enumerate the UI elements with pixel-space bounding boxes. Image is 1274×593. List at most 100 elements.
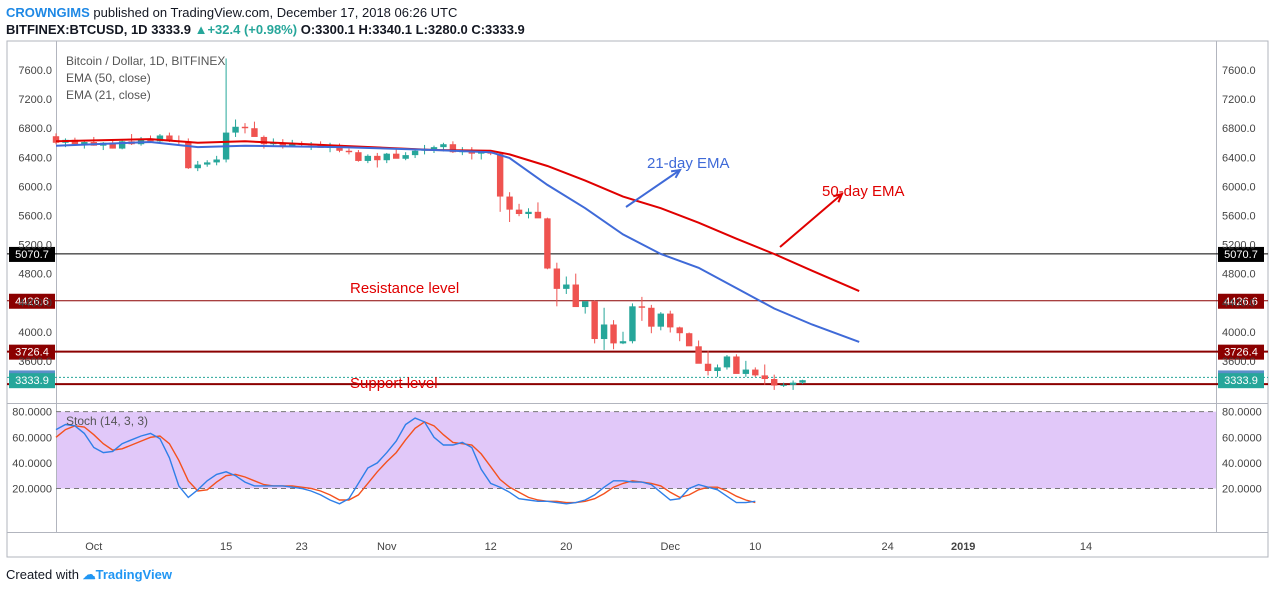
ema50-line	[55, 138, 860, 293]
candle-body	[166, 135, 173, 141]
candle-body	[648, 307, 655, 327]
price-tick-label-left: 6400.0	[18, 152, 52, 164]
candle-body	[355, 152, 362, 161]
candle-body	[610, 324, 617, 344]
candle-body	[185, 141, 192, 169]
time-tick-label: 10	[749, 541, 761, 553]
chart-header: CROWNGIMS published on TradingView.com, …	[6, 4, 1268, 40]
stoch-tick-label-right: 20.0000	[1222, 483, 1262, 495]
legend-stoch: Stoch (14, 3, 3)	[66, 414, 148, 428]
candle-body	[440, 144, 447, 148]
candle-body	[345, 150, 353, 153]
legend-ema50: EMA (50, close)	[66, 71, 151, 85]
candle-body	[752, 369, 759, 376]
candle-body	[657, 313, 664, 327]
candle-body	[506, 196, 513, 210]
candle-body	[563, 284, 570, 289]
stoch-k-line	[55, 417, 756, 505]
price-tick-label-right: 7200.0	[1222, 94, 1256, 106]
stoch-tick-label-right: 40.0000	[1222, 458, 1262, 470]
ema50-arrow-head	[833, 192, 844, 203]
candle-body	[780, 384, 787, 386]
price-tick-label-right: 3600.0	[1222, 356, 1256, 368]
price-tick-label-right: 4000.0	[1222, 327, 1256, 339]
candle-body	[572, 284, 579, 308]
price-tick-label-right: 6400.0	[1222, 152, 1256, 164]
tradingview-logo-icon[interactable]: ☁	[82, 567, 96, 582]
price-tick-label-left: 7200.0	[18, 94, 52, 106]
ema21-line	[55, 140, 860, 343]
candle-body	[742, 369, 750, 374]
candle-body	[109, 142, 116, 149]
candle-body	[402, 155, 409, 159]
stoch-tick-label-left: 60.0000	[12, 432, 52, 444]
time-tick-label: 12	[485, 541, 497, 553]
price-tick-label-left: 4800.0	[18, 269, 52, 281]
price-tick-label-left: 6800.0	[18, 123, 52, 135]
candle-body	[478, 152, 485, 154]
level-value-right: 4426.6	[1224, 296, 1258, 308]
candle-body	[591, 301, 598, 340]
candle-body	[374, 155, 381, 161]
level-value-left: 3726.4	[15, 347, 49, 359]
candle-body	[364, 155, 372, 161]
price-tick-label-right: 6800.0	[1222, 123, 1256, 135]
candle-body	[241, 126, 249, 129]
candle-body	[279, 142, 286, 146]
candle-body	[789, 382, 797, 385]
candle-body	[553, 268, 561, 289]
candle-body	[118, 141, 126, 149]
last-price: 3333.9	[151, 22, 191, 37]
ema21-arrow-head	[670, 168, 682, 179]
legend-series: Bitcoin / Dollar, 1D, BITFINEX	[66, 54, 225, 68]
candle-body	[194, 164, 201, 169]
candle-body	[213, 159, 220, 163]
candle-body	[251, 128, 258, 137]
support-label: Support level	[350, 375, 438, 392]
stoch-tick-label-left: 80.0000	[12, 407, 52, 419]
candle-body	[147, 139, 154, 142]
ema50-arrow	[779, 193, 843, 248]
candle-body	[411, 150, 419, 156]
price-tick-label-left: 5600.0	[18, 210, 52, 222]
candle-body	[676, 327, 683, 334]
candle-body	[667, 313, 674, 328]
candle-body	[600, 324, 608, 340]
candle-body	[629, 306, 636, 342]
symbol-name[interactable]: BITFINEX:BTCUSD, 1D	[6, 22, 148, 37]
price-tick-label-left: 4000.0	[18, 327, 52, 339]
candle-body	[685, 333, 693, 347]
author-name[interactable]: CROWNGIMS	[6, 5, 90, 20]
candle-body	[204, 162, 211, 165]
candle-body	[761, 375, 768, 380]
time-tick-label: 23	[296, 541, 308, 553]
candle-body	[525, 211, 532, 215]
candle-body	[638, 306, 646, 308]
level-value-right: 3726.4	[1224, 347, 1258, 359]
level-tag-left	[9, 293, 55, 309]
price-change: +32.4 (+0.98%)	[207, 22, 298, 37]
stoch-tick-label-right: 80.0000	[1222, 407, 1262, 419]
chart-frame	[6, 40, 1269, 558]
time-tick-label: 24	[881, 541, 893, 553]
candle-body	[71, 139, 79, 145]
ema21-arrow	[625, 169, 681, 208]
publish-line: CROWNGIMS published on TradingView.com, …	[6, 5, 457, 20]
level-tag-right	[1218, 344, 1264, 360]
candle-body	[695, 346, 702, 364]
time-tick-label: Dec	[660, 541, 680, 553]
candle-body	[733, 356, 740, 374]
candle-body	[619, 341, 627, 344]
tradingview-brand[interactable]: TradingView	[95, 567, 172, 582]
price-tick-label-right: 6000.0	[1222, 181, 1256, 193]
candle-body	[260, 136, 268, 145]
stoch-band	[56, 411, 1216, 489]
price-tick-label-left: 4400.0	[18, 298, 52, 310]
ema50-annotation-label: 50-day EMA	[822, 183, 905, 200]
stoch-tick-label-left: 20.0000	[12, 483, 52, 495]
level-value-left: 4426.6	[15, 296, 49, 308]
candle-body	[232, 126, 239, 133]
price-tick-label-left: 6000.0	[18, 181, 52, 193]
price-tick-label-right: 4400.0	[1222, 298, 1256, 310]
